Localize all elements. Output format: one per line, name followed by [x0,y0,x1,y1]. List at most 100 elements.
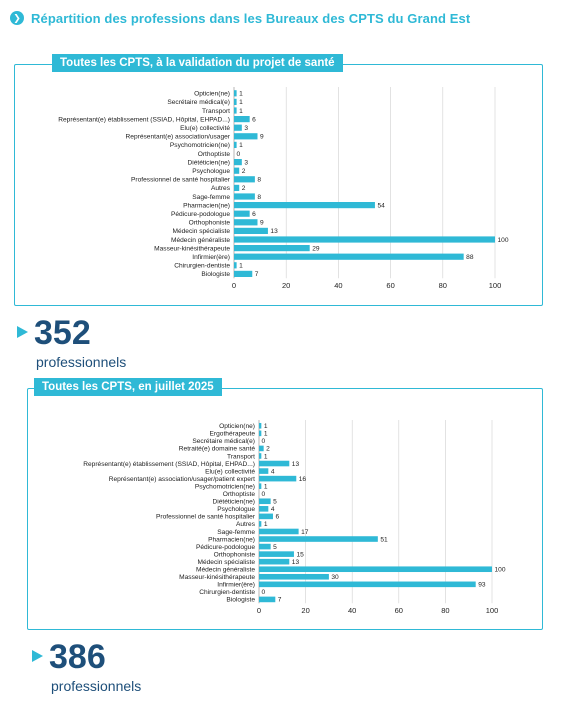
data-label: 1 [239,91,243,98]
category-label: Médecin généraliste [171,237,230,244]
data-label: 7 [255,271,259,278]
data-label: 4 [271,506,275,513]
bar [234,176,255,183]
bar [234,159,242,166]
category-label: Représentant(e) association/usager [126,134,231,141]
gridlines [258,420,493,604]
chart-panel-validation: Opticien(ne) 1 Secrétaire médical(e) 1 Trans… [14,64,543,306]
category-label: Médecin spécialiste [172,228,230,235]
data-label: 13 [292,559,300,566]
category-label: Autres [236,521,256,528]
x-tick-label: 40 [348,606,356,615]
category-label: Psychomotricien(ne) [170,142,230,149]
panel-tag-july-2025: Toutes les CPTS, en juillet 2025 [34,378,222,396]
category-label: Représentant(e) association/usager/patie… [109,476,255,483]
data-label: 0 [262,438,266,445]
bar [259,558,290,565]
data-label: 9 [260,134,264,141]
category-label: Retraité(e) domaine santé [179,446,256,453]
bar [234,210,250,217]
bar [259,573,329,580]
category-label: Elu(e) collectivité [205,468,255,475]
category-label: Secrétaire médical(e) [167,99,230,106]
x-tick-label: 0 [232,281,236,290]
x-tick-label: 0 [257,606,261,615]
bar [234,245,310,252]
total-label: professionnels [51,678,142,694]
data-label: 7 [278,597,282,604]
total-validation: 352 professionnels [17,316,126,370]
bar [259,430,262,437]
category-label: Transport [227,453,255,460]
bar [259,445,264,452]
category-label: Orthoptiste [223,491,256,498]
total-number: 386 [49,638,106,676]
data-label: 8 [257,177,261,184]
total-label: professionnels [36,354,127,370]
category-label: Sage-femme [192,194,230,201]
data-label: 1 [239,108,243,115]
bar [259,543,271,550]
bar [259,596,276,603]
category-label: Opticien(ne) [194,91,230,98]
data-label: 29 [312,245,320,252]
data-label: 1 [264,453,268,460]
data-label: 0 [237,151,241,158]
bar [234,124,242,131]
arrow-right-icon [17,326,28,338]
bar-chart-july-2025: Opticien(ne) 1 Ergothérapeute 1 Secrétaire m… [83,420,506,615]
category-label: Chirurgien-dentiste [199,589,255,596]
page-header: ❯ Répartition des professions dans les B… [10,8,470,28]
data-label: 93 [478,582,486,589]
x-tick-label: 80 [439,281,447,290]
category-label: Orthophoniste [214,551,256,558]
bar [234,270,253,277]
bar [234,184,240,191]
bar [259,536,378,542]
chart-panel-july-2025: Opticien(ne) 1 Ergothérapeute 1 Secrétaire m… [27,388,543,630]
category-label: Psychologue [192,168,230,175]
bar [259,453,262,459]
x-tick-label: 100 [486,606,499,615]
bar [234,98,237,105]
chevron-right-icon: ❯ [10,11,24,25]
data-label: 1 [239,99,243,106]
bar [234,236,495,243]
data-label: 100 [498,237,509,244]
data-label: 1 [239,142,243,149]
bar [259,506,269,512]
category-label: Psychologue [217,506,255,513]
x-tick-label: 100 [489,281,502,290]
category-label: Représentant(e) établissement (SSIAD, Hô… [58,116,230,123]
data-label: 6 [275,514,279,521]
bar [234,107,237,114]
category-label: Infirmier(ère) [217,582,255,589]
bar-chart-validation: Opticien(ne) 1 Secrétaire médical(e) 1 Trans… [58,87,509,290]
total-july-2025: 386 professionnels [32,640,141,694]
category-label: Transport [202,108,230,115]
data-label: 30 [331,574,339,581]
category-label: Biologiste [226,597,255,604]
category-label: Pédicure-podologue [171,211,230,218]
category-label: Médecin spécialiste [197,559,255,566]
bar [259,468,269,474]
panel-tag-validation: Toutes les CPTS, à la validation du proj… [52,54,343,72]
data-label: 1 [264,431,268,438]
bar [234,253,464,260]
category-label: Masseur-kinésithérapeute [179,574,255,581]
data-label: 0 [262,589,266,596]
category-label: Médecin généraliste [196,567,255,574]
category-label: Représentant(e) établissement (SSIAD, Hô… [83,461,255,468]
bar [259,528,299,535]
data-label: 2 [242,185,246,192]
category-label: Opticien(ne) [219,423,255,430]
bar [259,551,294,557]
bar [259,498,271,505]
category-label: Diététicien(ne) [187,159,230,166]
category-label: Sage-femme [217,529,255,536]
category-label: Professionnel de santé hospitalier [156,514,256,521]
data-label: 88 [466,254,474,261]
bar [259,513,273,520]
bar [259,566,492,573]
data-label: 16 [299,476,307,483]
